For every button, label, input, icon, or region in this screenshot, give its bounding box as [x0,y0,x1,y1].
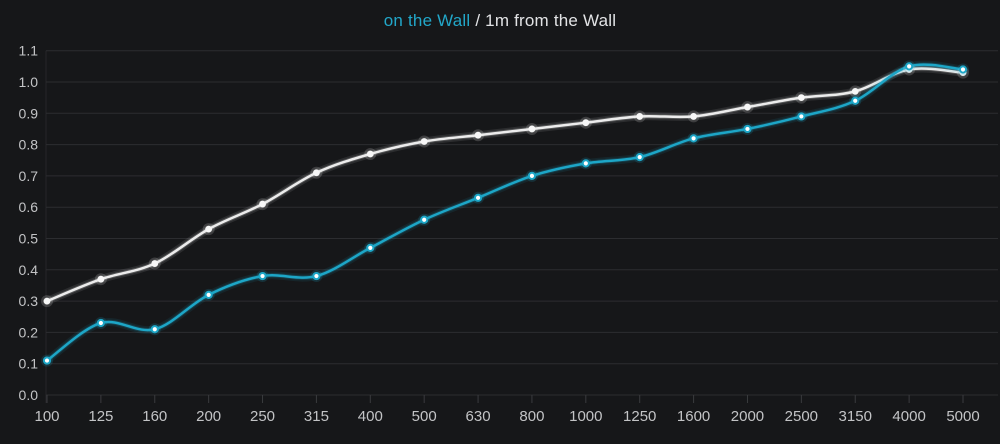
chart-title: on the Wall / 1m from the Wall [0,0,1000,31]
y-tick-label: 0.2 [19,324,39,340]
data-point-1m-from-wall[interactable] [97,275,105,283]
x-tick-label: 200 [196,408,221,425]
x-tick-label: 2500 [785,408,818,425]
data-point-on-the-wall[interactable] [635,153,644,162]
x-tick-label: 630 [466,408,491,425]
data-point-1m-from-wall[interactable] [582,119,590,127]
data-point-on-the-wall[interactable] [527,171,537,180]
data-point-on-the-wall[interactable] [743,124,752,134]
x-tick-label: 125 [88,408,113,425]
x-tick-label: 250 [250,408,275,425]
data-point-1m-from-wall[interactable] [636,113,644,120]
data-point-on-the-wall[interactable] [204,290,213,299]
x-tick-label: 400 [358,408,383,425]
data-point-on-the-wall[interactable] [689,134,698,143]
data-point-on-the-wall[interactable] [366,243,375,252]
data-point-1m-from-wall[interactable] [43,297,51,305]
x-tick-label: 2000 [731,408,764,425]
data-point-1m-from-wall[interactable] [205,225,213,233]
data-point-1m-from-wall[interactable] [851,87,859,95]
data-point-1m-from-wall[interactable] [528,125,536,133]
legend-separator: / [470,11,486,30]
y-tick-label: 1.1 [19,43,39,59]
data-point-1m-from-wall[interactable] [474,131,482,139]
y-tick-label: 0.7 [19,168,39,184]
data-point-on-the-wall[interactable] [312,271,321,281]
data-point-1m-from-wall[interactable] [259,200,266,208]
data-point-on-the-wall[interactable] [958,65,968,74]
data-point-on-the-wall[interactable] [420,215,429,224]
data-point-on-the-wall[interactable] [473,193,483,202]
x-tick-label: 315 [304,408,329,425]
x-tick-label: 1000 [569,408,602,425]
x-tick-label: 1250 [623,408,656,425]
series-line-1m-from-wall[interactable] [45,67,965,303]
y-tick-label: 0.0 [19,387,39,403]
y-tick-label: 0.4 [19,262,39,278]
data-point-on-the-wall[interactable] [797,112,806,121]
x-tick-label: 800 [519,408,544,425]
x-tick-label: 5000 [946,408,979,425]
y-tick-label: 0.3 [19,293,39,309]
x-tick-label: 500 [412,408,437,425]
data-point-on-the-wall[interactable] [905,62,914,71]
y-tick-label: 0.9 [19,105,39,121]
data-point-1m-from-wall[interactable] [744,103,751,111]
data-point-on-the-wall[interactable] [96,318,105,328]
data-point-on-the-wall[interactable] [851,96,860,105]
y-tick-label: 0.8 [19,137,39,153]
y-tick-label: 1.0 [19,74,39,90]
legend-series-on-the-wall[interactable]: on the Wall [383,11,471,30]
data-point-on-the-wall[interactable] [42,356,52,365]
data-point-on-the-wall[interactable] [258,271,267,281]
y-tick-label: 0.1 [19,356,39,372]
x-tick-label: 1600 [677,408,710,425]
data-point-1m-from-wall[interactable] [690,113,697,120]
data-point-1m-from-wall[interactable] [420,138,428,145]
series-line-on-the-wall[interactable] [45,63,965,362]
data-point-1m-from-wall[interactable] [151,260,159,267]
x-tick-label: 3150 [839,408,872,425]
data-point-1m-from-wall[interactable] [797,94,805,102]
y-tick-label: 0.5 [19,231,39,247]
data-point-1m-from-wall[interactable] [313,169,320,177]
legend-series-1m-from-wall[interactable]: 1m from the Wall [485,11,617,30]
y-tick-label: 0.6 [19,199,39,215]
x-tick-label: 160 [142,408,167,425]
x-tick-label: 4000 [892,408,925,425]
data-point-on-the-wall[interactable] [581,159,590,168]
data-point-on-the-wall[interactable] [150,325,159,334]
x-tick-label: 100 [34,408,59,425]
data-point-1m-from-wall[interactable] [366,150,374,158]
